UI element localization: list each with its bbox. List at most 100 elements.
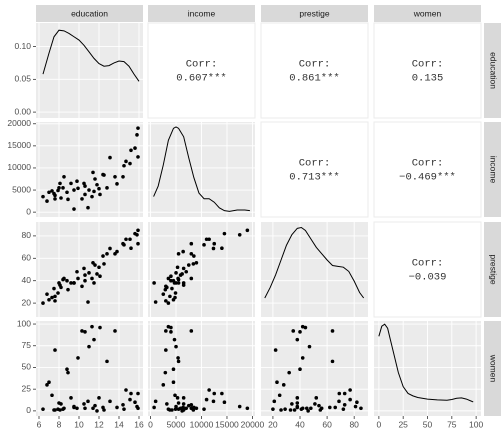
scatter-point xyxy=(172,337,177,342)
scatter-point xyxy=(184,406,189,411)
scatter-point xyxy=(173,407,178,411)
strip xyxy=(36,5,143,22)
scatter-point xyxy=(83,192,87,197)
scatter-point xyxy=(69,181,73,186)
corr-value: 0.135 xyxy=(412,72,444,84)
scatter-point xyxy=(152,281,156,285)
scatter-point xyxy=(161,383,166,387)
scatter-point xyxy=(202,407,206,411)
y-tick-label: 5000 xyxy=(12,184,31,194)
scatter-point xyxy=(300,356,305,360)
scatter-point xyxy=(50,393,54,398)
y-tick-label: 20 xyxy=(22,297,32,307)
panel xyxy=(147,22,256,119)
y-tick-label: 0.05 xyxy=(14,74,31,84)
strip xyxy=(484,321,501,416)
scatter-point xyxy=(304,406,309,411)
scatter-point xyxy=(348,397,352,402)
scatter-point xyxy=(128,161,132,166)
corr-value: −0.469*** xyxy=(399,171,456,183)
scatter-point xyxy=(76,356,80,360)
scatter-point xyxy=(181,396,186,400)
scatter-point xyxy=(212,391,217,396)
y-tick-label: 60 xyxy=(22,253,32,263)
scatter-point xyxy=(171,297,176,302)
strip-label: women xyxy=(488,354,498,383)
scatter-point xyxy=(174,271,178,275)
scatter-point xyxy=(314,396,319,400)
scatter-point xyxy=(65,278,69,283)
scatter-point xyxy=(83,406,87,411)
scatter-point xyxy=(317,403,321,408)
x-tick-label: 6 xyxy=(37,419,42,429)
scatter-point xyxy=(58,181,62,186)
scatter-point xyxy=(189,329,194,333)
scatter-point xyxy=(222,231,227,236)
scatter-point xyxy=(97,396,101,400)
scatter-point xyxy=(169,278,173,283)
scatter-point xyxy=(47,297,51,302)
scatter-point xyxy=(237,232,242,237)
scatter-point xyxy=(295,401,300,405)
scatter-point xyxy=(75,179,79,184)
scatter-point xyxy=(295,337,300,342)
density-line xyxy=(153,126,250,212)
scatter-point xyxy=(45,199,49,203)
scatter-point xyxy=(90,324,94,329)
scatter-point xyxy=(245,406,250,411)
scatter-point xyxy=(92,189,96,194)
x-tick-label: 8 xyxy=(57,419,62,429)
scatter-point xyxy=(124,388,128,392)
scatter-point xyxy=(95,272,99,276)
panel xyxy=(373,221,482,318)
scatter-point xyxy=(115,249,119,254)
scatter-point xyxy=(53,299,57,303)
scatter-point xyxy=(273,348,278,352)
scatter-point xyxy=(330,359,335,364)
scatter-point xyxy=(72,207,76,211)
scatter-point xyxy=(95,409,99,413)
scatter-point xyxy=(192,254,196,258)
scatter-point xyxy=(181,283,186,287)
x-tick-label: 5000 xyxy=(167,419,186,429)
panel xyxy=(36,122,143,217)
scatter-point xyxy=(287,370,291,375)
scatter-point xyxy=(59,402,63,406)
scatter-point xyxy=(72,405,76,410)
scatter-point xyxy=(176,356,180,360)
scatter-point xyxy=(53,193,57,198)
scatter-point xyxy=(171,380,176,385)
scatter-point xyxy=(65,190,69,195)
scatter-point xyxy=(272,399,277,404)
scatter-point xyxy=(108,155,112,160)
scatter-point xyxy=(337,391,342,396)
panel xyxy=(260,121,369,218)
scatter-point xyxy=(277,393,282,398)
scatter-point xyxy=(194,260,199,265)
scatter-point xyxy=(47,190,51,195)
scatter-point xyxy=(45,292,49,296)
strip-label: women xyxy=(413,8,442,18)
scatter-point xyxy=(72,281,76,285)
scatter-point xyxy=(82,266,86,271)
scatter-point xyxy=(98,274,102,279)
scatter-point xyxy=(124,159,128,164)
scatter-point xyxy=(173,291,178,295)
scatter-point xyxy=(52,286,56,291)
corr-value: 0.713*** xyxy=(289,171,339,183)
scatter-point xyxy=(87,188,91,192)
scatter-point xyxy=(76,186,80,191)
y-tick-label: 0.10 xyxy=(14,41,31,51)
scatter-point xyxy=(204,397,209,402)
scatter-point xyxy=(176,401,181,405)
scatter-point xyxy=(97,265,101,270)
scatter-point xyxy=(181,266,186,271)
scatter-point xyxy=(69,396,73,400)
scatter-point xyxy=(342,402,347,407)
scatter-point xyxy=(93,403,97,408)
strip xyxy=(148,5,255,22)
scatter-point xyxy=(283,407,287,411)
scatter-point xyxy=(45,383,49,387)
scatter-point xyxy=(61,186,65,190)
scatter-point xyxy=(212,241,217,246)
